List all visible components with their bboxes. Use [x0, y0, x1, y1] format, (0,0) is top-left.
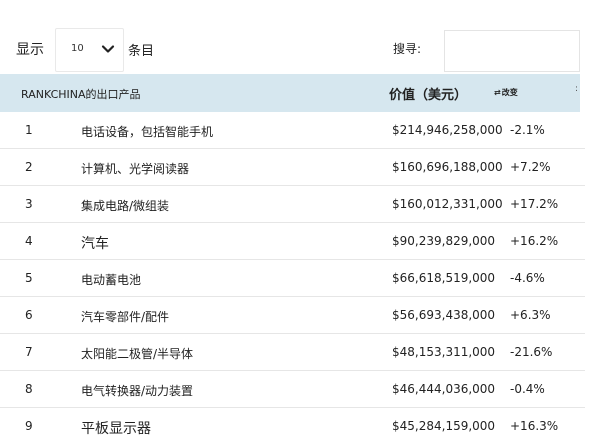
cell-value: $66,618,519,000 [392, 271, 496, 285]
cell-product: 汽车零部件/配件 [81, 310, 170, 324]
table-row: 4 汽车 $90,239,829,000 +16.2% [0, 223, 585, 260]
table-row: 1 电话设备，包括智能手机 $214,946,258,000 -2.1% [0, 112, 585, 149]
show-label: 显示 [16, 42, 44, 58]
cell-rank: 5 [25, 271, 33, 285]
search-label: 搜寻: [393, 42, 422, 56]
table-row: 6 汽车零部件/配件 $56,693,438,000 +6.3% [0, 297, 585, 334]
cell-rank: 3 [25, 197, 33, 211]
table-row: 2 计算机、光学阅读器 $160,696,188,000 +7.2% [0, 149, 585, 186]
cell-rank: 2 [25, 160, 33, 174]
cell-change: +17.2% [510, 197, 559, 211]
cell-value: $90,239,829,000 [392, 234, 496, 248]
cell-value: $160,696,188,000 [392, 160, 503, 174]
table-row: 9 平板显示器 $45,284,159,000 +16.3% [0, 408, 585, 438]
cell-change: +6.3% [510, 308, 551, 322]
cell-change: -2.1% [510, 123, 545, 137]
sort-icon: ⇄ [494, 88, 501, 97]
cell-change: +16.2% [510, 234, 559, 248]
page-length-value: 10 [71, 43, 84, 54]
page-length-select[interactable]: 10 [55, 28, 124, 72]
cell-rank: 7 [25, 345, 33, 359]
cell-product: 太阳能二极管/半导体 [81, 347, 194, 361]
entries-label: 条目 [128, 44, 155, 59]
cell-rank: 4 [25, 234, 33, 248]
cell-product: 平板显示器 [81, 421, 151, 437]
cell-product: 汽车 [81, 236, 109, 252]
table-header: RANKCHINA的出口产品 价值（美元） ⇄改变 : [0, 74, 580, 112]
cell-value: $46,444,036,000 [392, 382, 496, 396]
table-controls: 显示 10 条目 搜寻: [0, 0, 602, 72]
cell-change: +16.3% [510, 419, 559, 433]
table-row: 3 集成电路/微组装 $160,012,331,000 +17.2% [0, 186, 585, 223]
cell-product: 计算机、光学阅读器 [81, 162, 190, 176]
cell-value: $56,693,438,000 [392, 308, 496, 322]
cell-change: -0.4% [510, 382, 545, 396]
cell-product: 电气转换器/动力装置 [81, 384, 194, 398]
cell-value: $48,153,311,000 [392, 345, 496, 359]
search-input[interactable] [444, 30, 580, 72]
table-row: 5 电动蓄电池 $66,618,519,000 -4.6% [0, 260, 585, 297]
cell-change: -21.6% [510, 345, 553, 359]
cell-value: $214,946,258,000 [392, 123, 503, 137]
cell-value: $160,012,331,000 [392, 197, 503, 211]
column-header-change[interactable]: ⇄改变 [494, 87, 518, 98]
table-row: 7 太阳能二极管/半导体 $48,153,311,000 -21.6% [0, 334, 585, 371]
cell-rank: 6 [25, 308, 33, 322]
cell-change: -4.6% [510, 271, 545, 285]
column-header-value[interactable]: 价值（美元） [389, 88, 468, 103]
column-header-product[interactable]: RANKCHINA的出口产品 [21, 88, 141, 101]
cell-rank: 8 [25, 382, 33, 396]
cell-change: +7.2% [510, 160, 551, 174]
table-row: 8 电气转换器/动力装置 $46,444,036,000 -0.4% [0, 371, 585, 408]
chevron-down-icon [101, 45, 115, 53]
cell-product: 集成电路/微组装 [81, 199, 170, 213]
cell-value: $45,284,159,000 [392, 419, 496, 433]
cell-rank: 1 [25, 123, 33, 137]
export-products-table: RANKCHINA的出口产品 价值（美元） ⇄改变 : 1 电话设备，包括智能手… [0, 74, 602, 438]
cell-rank: 9 [25, 419, 33, 433]
cell-product: 电话设备，包括智能手机 [81, 125, 214, 139]
column-options[interactable]: : [575, 84, 579, 94]
column-header-change-label: 改变 [501, 88, 518, 97]
cell-product: 电动蓄电池 [81, 273, 142, 287]
